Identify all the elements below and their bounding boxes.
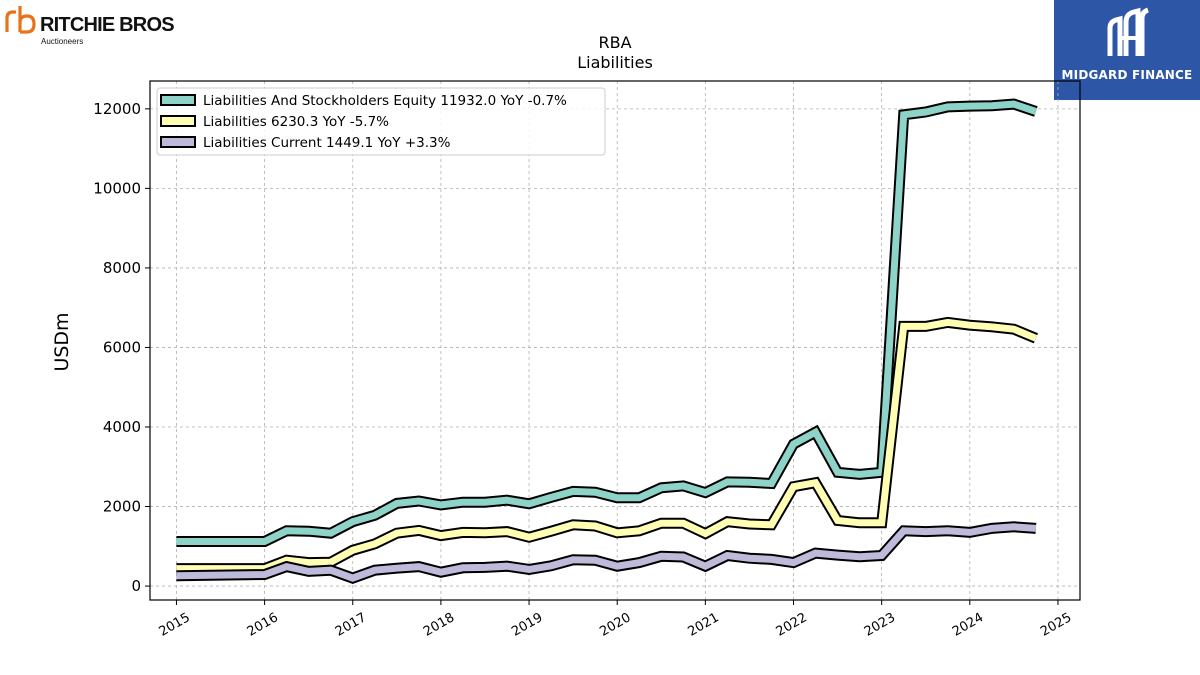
x-tick-label: 2025 bbox=[1038, 610, 1074, 640]
legend-swatch bbox=[160, 94, 196, 106]
x-tick-label: 2024 bbox=[950, 610, 986, 640]
x-tick-label: 2017 bbox=[333, 610, 369, 640]
series-line bbox=[176, 318, 1038, 573]
chart-title: RBA bbox=[598, 33, 631, 52]
legend-label: Liabilities And Stockholders Equity 1193… bbox=[203, 93, 567, 109]
y-tick-label: 4000 bbox=[103, 418, 141, 436]
y-ticks: 0 2000 4000 6000 8000 10000 12000 bbox=[93, 100, 150, 595]
plot-frame bbox=[149, 80, 1081, 601]
rb-monogram-icon bbox=[5, 6, 36, 34]
grid bbox=[150, 81, 1080, 600]
legend: Liabilities And Stockholders Equity 1193… bbox=[156, 87, 606, 156]
y-tick-label: 12000 bbox=[93, 100, 141, 118]
legend-swatch bbox=[160, 115, 196, 127]
series-line bbox=[176, 100, 1038, 545]
midgard-monogram-icon bbox=[1107, 7, 1149, 56]
x-tick-label: 2020 bbox=[597, 610, 633, 640]
y-tick-label: 2000 bbox=[103, 498, 141, 516]
y-tick-label: 10000 bbox=[93, 179, 141, 197]
x-ticks: 2015 2016 2017 2018 2019 2020 2021 2022 2023 2024… bbox=[157, 600, 1074, 640]
series-1 bbox=[176, 316, 1039, 575]
ritchie-bros-logo: RITCHIE BROS. Auctioneers bbox=[5, 6, 174, 46]
legend-swatch bbox=[160, 136, 196, 148]
logo-tagline: Auctioneers bbox=[41, 37, 83, 46]
x-tick-label: 2018 bbox=[421, 610, 457, 640]
y-axis-label: USDm bbox=[51, 312, 73, 371]
x-tick-label: 2019 bbox=[509, 610, 545, 640]
midgard-brand-name: MIDGARD FINANCE bbox=[1061, 68, 1193, 82]
y-tick-label: 0 bbox=[131, 577, 141, 595]
logo-name: RITCHIE BROS. bbox=[40, 14, 174, 36]
x-tick-label: 2016 bbox=[245, 610, 281, 640]
x-tick-label: 2015 bbox=[157, 610, 193, 640]
legend-label: Liabilities Current 1449.1 YoY +3.3% bbox=[203, 135, 451, 151]
midgard-finance-logo: MIDGARD FINANCE bbox=[1054, 0, 1200, 100]
x-tick-label: 2022 bbox=[774, 610, 810, 640]
y-tick-label: 6000 bbox=[103, 338, 141, 356]
series-line bbox=[176, 523, 1037, 582]
y-tick-label: 8000 bbox=[103, 259, 141, 277]
series-2 bbox=[176, 521, 1037, 584]
x-tick-label: 2023 bbox=[862, 610, 898, 640]
chart-subtitle: Liabilities bbox=[577, 53, 653, 72]
series-0 bbox=[176, 98, 1038, 547]
legend-box bbox=[156, 87, 606, 156]
legend-label: Liabilities 6230.3 YoY -5.7% bbox=[203, 114, 389, 130]
series-lines bbox=[176, 98, 1039, 584]
x-tick-label: 2021 bbox=[686, 610, 722, 640]
